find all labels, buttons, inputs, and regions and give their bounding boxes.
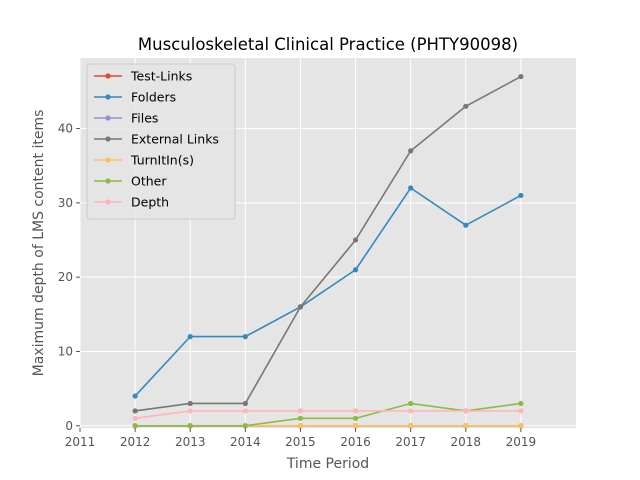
data-point — [242, 400, 248, 407]
y-tick-label: 20 — [58, 270, 73, 284]
data-point — [187, 400, 193, 407]
legend-swatch-marker — [105, 178, 111, 184]
x-tick-label: 2019 — [506, 435, 537, 449]
legend-label: Folders — [131, 90, 176, 105]
legend-item: Other — [94, 174, 167, 189]
data-point — [518, 73, 524, 80]
data-point — [352, 237, 359, 243]
legend-item: TurnItIn(s) — [94, 153, 194, 168]
series-line — [135, 410, 521, 420]
x-axis-ticks: 2011 2012 2013 2014 2015 2016 2017 2018 2019 — [65, 428, 536, 449]
x-tick-label: 2014 — [230, 435, 261, 449]
legend-swatch-marker — [105, 199, 111, 205]
data-point — [463, 408, 469, 414]
legend-label: External Links — [131, 132, 219, 147]
legend-label: Depth — [131, 195, 169, 210]
data-point — [352, 408, 359, 414]
data-point — [352, 267, 359, 273]
x-tick-label: 2012 — [120, 435, 151, 449]
data-point — [408, 148, 414, 154]
data-point — [132, 408, 138, 414]
legend-item: Depth — [94, 195, 169, 210]
y-axis-ticks: 0 10 20 30 40 — [58, 122, 80, 433]
data-point — [408, 408, 414, 414]
data-point — [518, 408, 524, 414]
x-tick-label: 2018 — [451, 435, 482, 449]
data-point — [187, 408, 193, 414]
legend: Test-Links Folders Files External Links Turn… — [86, 63, 236, 220]
legend-label: Test-Links — [130, 69, 192, 84]
data-point — [132, 423, 138, 429]
data-point — [132, 415, 138, 421]
data-point — [352, 423, 359, 429]
y-tick-label: 40 — [58, 122, 73, 136]
data-point — [352, 415, 359, 421]
x-tick-label: 2015 — [285, 435, 316, 449]
legend-label: Files — [131, 111, 158, 126]
legend-label: TurnItIn(s) — [130, 153, 194, 168]
y-tick-label: 0 — [65, 419, 73, 433]
series-line — [135, 75, 522, 412]
series-depth — [132, 408, 524, 421]
data-point — [132, 393, 138, 399]
legend-label: Other — [131, 174, 167, 189]
series-layer — [132, 73, 524, 429]
data-point — [242, 408, 248, 414]
data-point — [463, 222, 469, 228]
x-tick-label: 2016 — [340, 435, 371, 449]
data-point — [242, 423, 248, 429]
data-point — [187, 334, 193, 340]
x-axis-label: Time Period — [286, 456, 369, 472]
chart-title: Musculoskeletal Clinical Practice (PHTY9… — [138, 35, 518, 54]
legend-swatch-marker — [105, 94, 111, 100]
x-tick-label: 2011 — [65, 435, 96, 449]
legend-swatch-marker — [105, 73, 111, 79]
legend-item: Test-Links — [94, 69, 192, 84]
data-point — [463, 423, 469, 429]
series-line — [135, 402, 521, 427]
data-point — [297, 408, 304, 414]
data-point — [518, 400, 524, 407]
legend-swatch-marker — [105, 136, 111, 142]
data-point — [518, 192, 524, 199]
data-point — [408, 185, 414, 191]
data-point — [297, 415, 304, 421]
data-point — [187, 423, 193, 429]
legend-box — [86, 63, 236, 220]
legend-swatch-marker — [105, 115, 111, 121]
legend-swatch-marker — [105, 157, 111, 163]
data-point — [408, 400, 414, 407]
series-external-links — [132, 73, 524, 414]
legend-item: External Links — [94, 132, 219, 147]
x-tick-label: 2017 — [395, 435, 426, 449]
x-tick-label: 2013 — [175, 435, 206, 449]
data-point — [297, 304, 304, 310]
y-tick-label: 30 — [58, 196, 73, 210]
data-point — [518, 423, 524, 429]
data-point — [463, 103, 469, 109]
y-axis-label: Maximum depth of LMS content items — [31, 110, 47, 377]
data-point — [297, 423, 304, 429]
y-tick-label: 10 — [58, 344, 73, 358]
data-point — [242, 334, 248, 340]
data-point — [408, 423, 414, 429]
legend-item: Files — [94, 111, 158, 126]
series-line — [134, 187, 522, 397]
legend-item: Folders — [94, 90, 176, 105]
